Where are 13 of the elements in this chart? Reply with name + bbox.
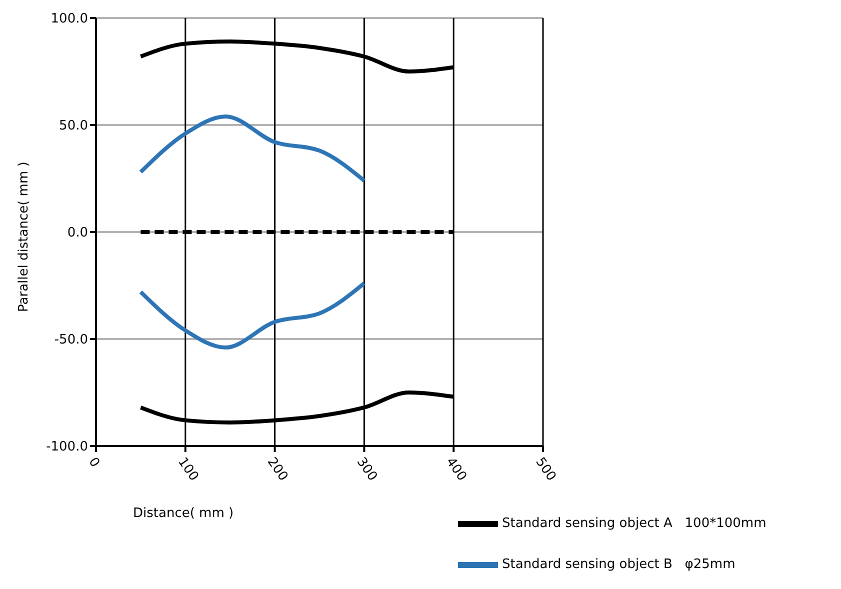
legend-label: Standard sensing object A 100*100mm bbox=[502, 516, 766, 531]
y-tick-label: 50.0 bbox=[59, 118, 88, 134]
x-axis-title: Distance( mm ) bbox=[133, 506, 234, 521]
x-tick-label: 400 bbox=[442, 454, 470, 484]
line-series bbox=[138, 114, 366, 183]
y-axis-title: Parallel distance( mm ) bbox=[16, 162, 32, 312]
y-tick-label: 0.0 bbox=[67, 226, 88, 241]
y-tick-label: -50.0 bbox=[54, 332, 88, 348]
y-tick-label: 100.0 bbox=[50, 12, 88, 27]
x-tick-label: 0 bbox=[85, 454, 102, 470]
line-series bbox=[138, 281, 366, 350]
legend-label: Standard sensing object B φ25mm bbox=[502, 557, 736, 572]
y-tick-label: -100.0 bbox=[46, 440, 88, 455]
